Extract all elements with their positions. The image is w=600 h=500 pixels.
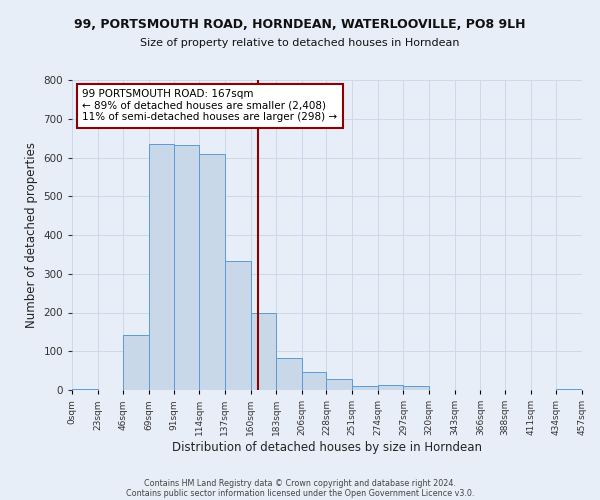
- Bar: [276, 358, 302, 390]
- Text: 99 PORTSMOUTH ROAD: 167sqm
← 89% of detached houses are smaller (2,408)
11% of s: 99 PORTSMOUTH ROAD: 167sqm ← 89% of deta…: [82, 90, 337, 122]
- X-axis label: Distribution of detached houses by size in Horndean: Distribution of detached houses by size …: [172, 441, 482, 454]
- Bar: [556, 389, 582, 390]
- Bar: [199, 154, 225, 390]
- Text: Size of property relative to detached houses in Horndean: Size of property relative to detached ho…: [140, 38, 460, 48]
- Bar: [124, 334, 149, 390]
- Bar: [225, 261, 251, 390]
- Bar: [326, 379, 352, 390]
- Bar: [251, 312, 276, 390]
- Bar: [403, 386, 429, 390]
- Bar: [149, 144, 173, 390]
- Y-axis label: Number of detached properties: Number of detached properties: [25, 142, 38, 328]
- Text: 99, PORTSMOUTH ROAD, HORNDEAN, WATERLOOVILLE, PO8 9LH: 99, PORTSMOUTH ROAD, HORNDEAN, WATERLOOV…: [74, 18, 526, 30]
- Bar: [72, 389, 98, 390]
- Bar: [302, 372, 326, 390]
- Text: Contains HM Land Registry data © Crown copyright and database right 2024.: Contains HM Land Registry data © Crown c…: [144, 478, 456, 488]
- Text: Contains public sector information licensed under the Open Government Licence v3: Contains public sector information licen…: [126, 488, 474, 498]
- Bar: [173, 145, 199, 390]
- Bar: [352, 386, 378, 390]
- Bar: [378, 386, 403, 390]
